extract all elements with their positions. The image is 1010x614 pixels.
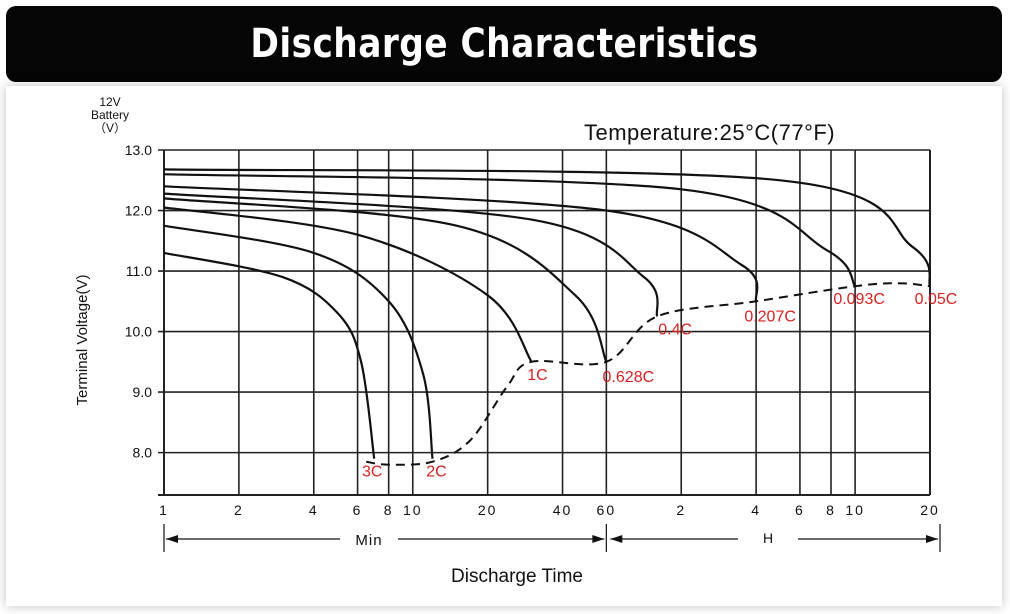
x-tick-label: 60 bbox=[597, 502, 617, 518]
curve-3C bbox=[163, 251, 376, 459]
curve-0.05C bbox=[163, 168, 932, 287]
page-title: Discharge Characteristics bbox=[249, 21, 759, 67]
x-tick-label: 40 bbox=[553, 502, 573, 518]
series-label-0.05C: 0.05C bbox=[915, 291, 958, 308]
y-unit-label: 12V bbox=[99, 95, 120, 109]
x-tick-label: 20 bbox=[478, 502, 498, 518]
y-tick-label: 13.0 bbox=[125, 142, 152, 158]
x-unit-h-label: H bbox=[763, 530, 773, 546]
y-tick-label: 10.0 bbox=[125, 324, 152, 340]
curve-0.207C bbox=[163, 185, 759, 302]
y-tick-label: 12.0 bbox=[125, 203, 152, 219]
curve-0.4C bbox=[163, 192, 659, 317]
arrowhead bbox=[166, 535, 178, 543]
curves bbox=[163, 168, 932, 466]
x-tick-label: 8 bbox=[384, 502, 394, 518]
series-label-0.4C: 0.4C bbox=[658, 321, 692, 338]
curve-0.093C bbox=[163, 173, 857, 287]
y-axis-label: Terminal Voltage(V) bbox=[74, 275, 91, 406]
x-tick-label: 2 bbox=[234, 502, 244, 518]
y-unit-label: Battery bbox=[91, 108, 129, 122]
series-label-0.093C: 0.093C bbox=[833, 291, 885, 308]
x-tick-label: 8 bbox=[826, 502, 836, 518]
x-tick-label: 2 bbox=[676, 502, 686, 518]
y-tick-label: 8.0 bbox=[133, 445, 153, 461]
x-tick-label: 10 bbox=[403, 502, 423, 518]
series-label-0.207C: 0.207C bbox=[744, 308, 796, 325]
x-tick-label: 4 bbox=[309, 502, 319, 518]
arrowhead bbox=[926, 535, 938, 543]
cutoff-dashed-line bbox=[366, 282, 931, 466]
x-tick-label: 6 bbox=[353, 502, 363, 518]
x-axis-label: Discharge Time bbox=[451, 566, 583, 587]
x-tick-label: 1 bbox=[159, 502, 169, 518]
labels: 13.012.011.010.09.08.01 2 4 6 8 10 20 40 60 2 4 6 8 1… bbox=[74, 95, 957, 587]
y-tick-label: 9.0 bbox=[133, 384, 153, 400]
x-tick-label: 20 bbox=[920, 502, 940, 518]
grid bbox=[158, 149, 941, 552]
y-tick-label: 11.0 bbox=[126, 263, 152, 279]
x-tick-label: 4 bbox=[751, 502, 761, 518]
x-unit-min-label: Min bbox=[355, 532, 382, 549]
x-tick-label: 10 bbox=[845, 502, 865, 518]
arrowhead bbox=[610, 535, 623, 543]
series-label-0.628C: 0.628C bbox=[603, 369, 655, 386]
curve-2C bbox=[163, 224, 434, 459]
curve-0.628C bbox=[163, 197, 608, 363]
chart-title: Temperature:25°C(77°F) bbox=[584, 120, 835, 145]
series-label-2C: 2C bbox=[426, 464, 446, 481]
series-label-1C: 1C bbox=[527, 367, 547, 384]
curve-1C bbox=[163, 206, 533, 363]
series-label-3C: 3C bbox=[362, 464, 382, 481]
arrowhead bbox=[592, 535, 605, 543]
chart-panel bbox=[6, 86, 1002, 606]
y-unit-label: （V） bbox=[94, 121, 126, 135]
title-bar: Discharge Characteristics bbox=[6, 6, 1002, 82]
x-tick-label: 6 bbox=[795, 502, 805, 518]
